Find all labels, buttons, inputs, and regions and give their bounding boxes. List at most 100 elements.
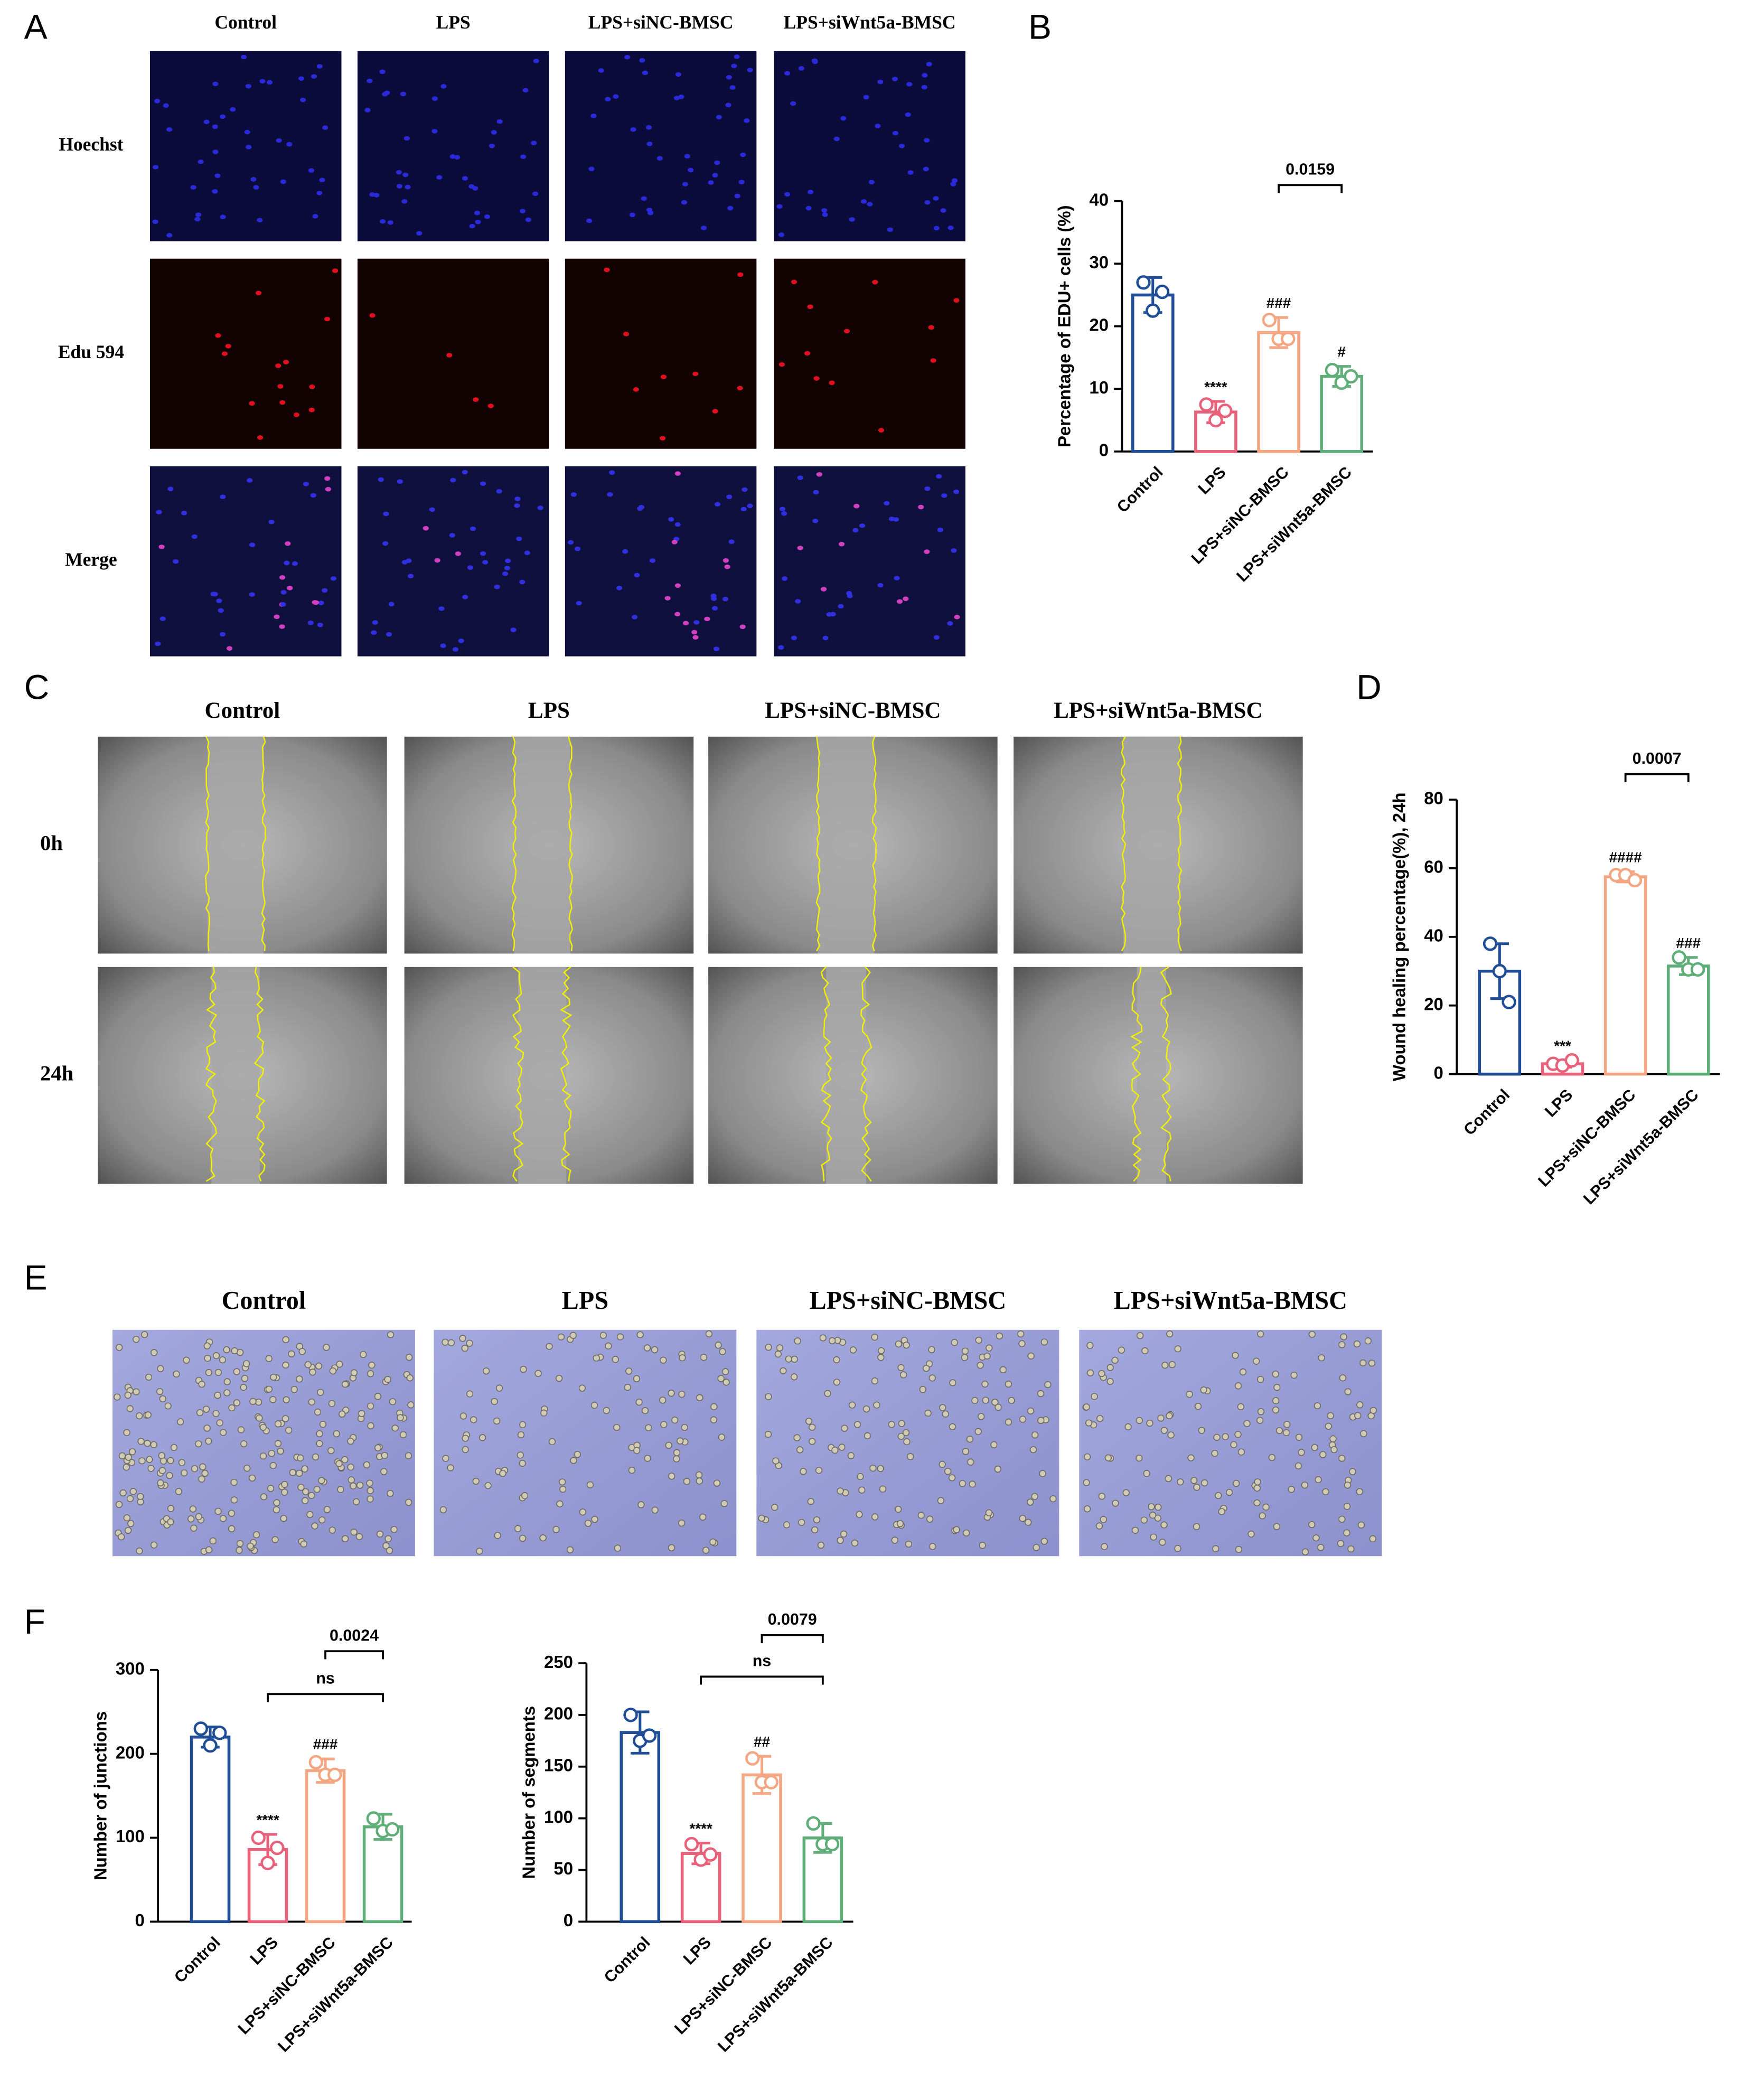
cell <box>758 1514 765 1522</box>
cell <box>846 590 852 596</box>
cell <box>868 180 875 185</box>
cell <box>1104 1454 1112 1461</box>
cell <box>923 166 929 172</box>
cell <box>461 1345 468 1352</box>
cell <box>838 604 844 609</box>
cell <box>218 608 224 613</box>
cell <box>406 1374 414 1382</box>
cell <box>190 1524 198 1532</box>
column-label: Control <box>204 698 280 723</box>
cell <box>519 1459 526 1467</box>
cell <box>1315 1476 1322 1484</box>
cell <box>1347 1545 1355 1553</box>
cell <box>692 635 699 640</box>
cell <box>969 1480 976 1488</box>
cell <box>884 501 890 506</box>
cell <box>296 1469 303 1477</box>
cell <box>861 199 867 204</box>
cell <box>778 645 784 650</box>
cell <box>154 98 161 104</box>
cell <box>275 363 282 368</box>
cell <box>462 470 468 475</box>
column-label: LPS+siNC-BMSC <box>588 12 734 33</box>
x-tick-label: Control <box>1460 1086 1513 1139</box>
cell <box>833 1379 840 1386</box>
cell <box>429 507 435 512</box>
cell <box>674 471 681 476</box>
cell <box>328 1400 335 1407</box>
cell <box>1232 1480 1240 1487</box>
data-point <box>745 1751 760 1766</box>
data-point <box>1146 303 1160 318</box>
cell <box>693 620 700 625</box>
micrograph <box>708 966 998 1184</box>
data-point <box>642 1728 657 1743</box>
cell <box>856 1511 863 1518</box>
wound-edge <box>560 966 573 1182</box>
micrograph <box>434 1329 737 1557</box>
cell <box>790 101 796 106</box>
cell <box>1018 1340 1026 1347</box>
cell <box>195 1513 202 1521</box>
cell <box>322 125 329 130</box>
cell <box>183 1356 190 1364</box>
cell <box>255 290 262 296</box>
panel-label: D <box>1356 667 1382 706</box>
cell <box>178 1459 185 1466</box>
x-tick-label: Control <box>1113 463 1166 516</box>
cell <box>190 185 196 190</box>
cell <box>402 172 409 177</box>
bar <box>1257 331 1300 453</box>
cell <box>306 1511 314 1518</box>
cell <box>1100 1516 1107 1523</box>
cell <box>226 646 233 651</box>
cell <box>710 1416 717 1423</box>
cell <box>919 1386 926 1393</box>
cell <box>514 1525 522 1532</box>
cell <box>923 1365 930 1372</box>
cell <box>287 586 293 590</box>
cell <box>144 1440 151 1447</box>
cell <box>219 1515 227 1522</box>
column-label: LPS+siNC-BMSC <box>810 1287 1007 1315</box>
cell <box>1282 1429 1290 1437</box>
cell <box>237 1426 245 1433</box>
cell <box>1005 1418 1012 1426</box>
cell <box>284 560 290 566</box>
cell <box>875 124 881 128</box>
cell <box>308 168 315 173</box>
cell <box>519 1421 527 1429</box>
cell <box>1146 1419 1153 1427</box>
cell <box>126 1495 134 1502</box>
data-point <box>684 1836 699 1852</box>
cell <box>813 1516 821 1524</box>
cell <box>380 1468 388 1475</box>
cell <box>807 1498 814 1505</box>
cell <box>157 1365 164 1372</box>
cell <box>1273 1384 1281 1391</box>
cell <box>270 1373 277 1381</box>
data-point <box>1262 313 1277 327</box>
cell <box>933 635 940 640</box>
data-point <box>193 1721 208 1736</box>
cell <box>151 1541 158 1549</box>
cell <box>209 1537 217 1545</box>
cell <box>944 1468 952 1475</box>
cell <box>323 1344 330 1351</box>
cell <box>633 387 639 392</box>
cell <box>1186 1391 1193 1398</box>
cell <box>717 1375 725 1382</box>
cell <box>159 1395 166 1403</box>
cell <box>123 1429 130 1436</box>
image-bg <box>357 258 549 449</box>
cell <box>324 316 331 322</box>
cell <box>228 1525 236 1533</box>
cell <box>781 511 787 516</box>
cell <box>816 472 822 477</box>
cell <box>1193 1484 1200 1491</box>
cell <box>903 596 909 602</box>
cell <box>1353 1340 1361 1348</box>
cell <box>1160 1427 1168 1434</box>
cell <box>863 95 869 100</box>
cell <box>160 1457 167 1465</box>
